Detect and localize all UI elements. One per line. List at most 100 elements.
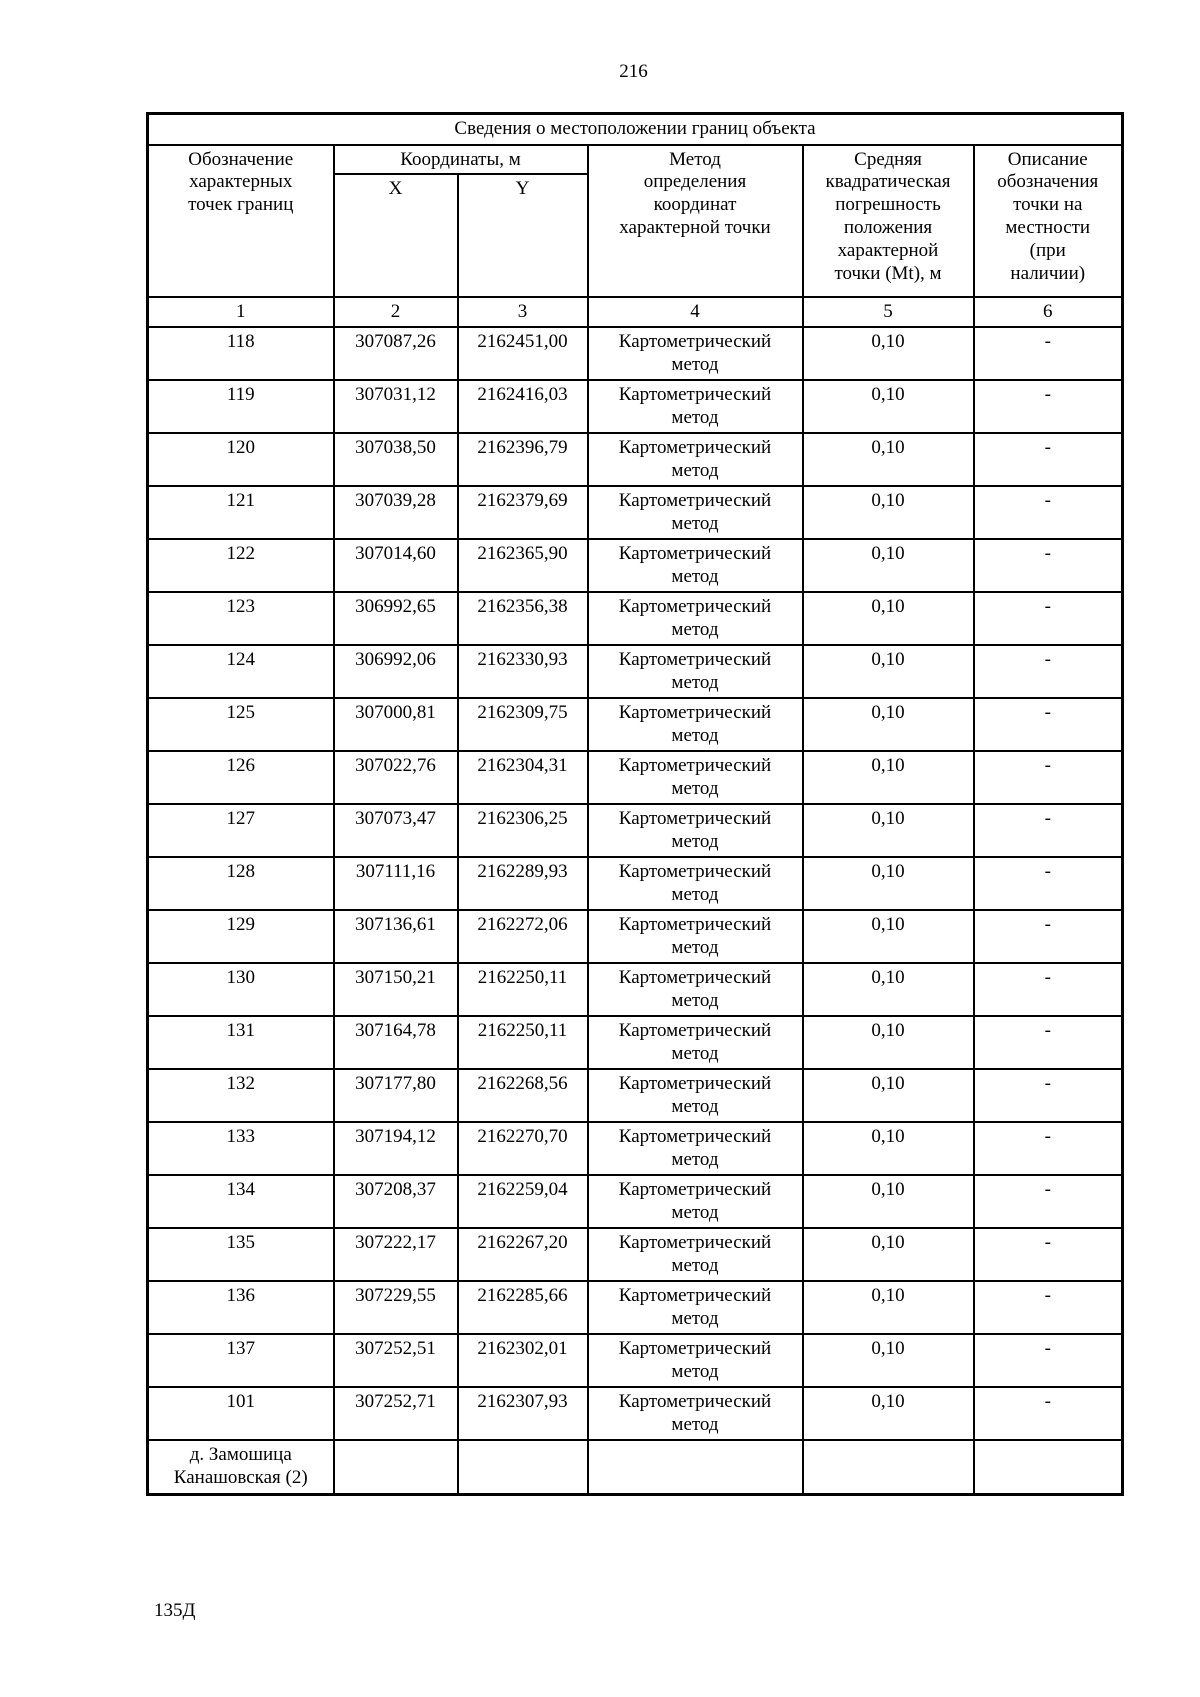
coordinate-y-cell: 2162416,03 (456, 379, 589, 435)
description-cell: - (972, 962, 1124, 1018)
table-row: 129 307136,61 2162272,06 Картометрически… (146, 909, 1124, 965)
point-number-cell: 125 (146, 697, 335, 753)
coordinate-y-cell: 2162309,75 (456, 697, 589, 753)
point-number-cell: 121 (146, 485, 335, 541)
method-cell: Картометрический метод (586, 1386, 804, 1442)
table-row: 120 307038,50 2162396,79 Картометрически… (146, 432, 1124, 488)
point-number-cell: 131 (146, 1015, 335, 1071)
point-number-cell: 124 (146, 644, 335, 700)
error-cell: 0,10 (801, 1227, 975, 1283)
coordinate-y-cell: 2162379,69 (456, 485, 589, 541)
table-row: 135 307222,17 2162267,20 Картометрически… (146, 1227, 1124, 1283)
table-row: 136 307229,55 2162285,66 Картометрически… (146, 1280, 1124, 1336)
method-cell: Картометрический метод (586, 485, 804, 541)
point-number-cell: 133 (146, 1121, 335, 1177)
table-row: 122 307014,60 2162365,90 Картометрически… (146, 538, 1124, 594)
coordinate-x-cell: 307150,21 (332, 962, 459, 1018)
description-cell: - (972, 644, 1124, 700)
empty-cell (972, 1439, 1124, 1496)
description-cell: - (972, 1174, 1124, 1230)
error-cell: 0,10 (801, 1121, 975, 1177)
point-number-cell: 101 (146, 1386, 335, 1442)
error-cell: 0,10 (801, 856, 975, 912)
error-cell: 0,10 (801, 591, 975, 647)
table-row: 101 307252,71 2162307,93 Картометрически… (146, 1386, 1124, 1442)
coordinate-y-cell: 2162302,01 (456, 1333, 589, 1389)
header-y: Y (456, 173, 589, 299)
table-row: 119 307031,12 2162416,03 Картометрически… (146, 379, 1124, 435)
header-x: X (332, 173, 459, 299)
description-cell: - (972, 1280, 1124, 1336)
coordinate-y-cell: 2162272,06 (456, 909, 589, 965)
coordinate-x-cell: 307252,51 (332, 1333, 459, 1389)
coordinate-y-cell: 2162365,90 (456, 538, 589, 594)
description-cell: - (972, 432, 1124, 488)
point-number-cell: 129 (146, 909, 335, 965)
table-row: 130 307150,21 2162250,11 Картометрически… (146, 962, 1124, 1018)
error-cell: 0,10 (801, 432, 975, 488)
description-cell: - (972, 697, 1124, 753)
description-cell: - (972, 909, 1124, 965)
description-cell: - (972, 750, 1124, 806)
description-cell: - (972, 538, 1124, 594)
coordinate-x-cell: 307194,12 (332, 1121, 459, 1177)
description-cell: - (972, 326, 1124, 382)
coordinate-x-cell: 307073,47 (332, 803, 459, 859)
point-number-cell: 132 (146, 1068, 335, 1124)
coordinate-y-cell: 2162356,38 (456, 591, 589, 647)
error-cell: 0,10 (801, 538, 975, 594)
point-number-cell: 137 (146, 1333, 335, 1389)
method-cell: Картометрический метод (586, 909, 804, 965)
table-row: 128 307111,16 2162289,93 Картометрически… (146, 856, 1124, 912)
method-cell: Картометрический метод (586, 1227, 804, 1283)
column-numbers-row: 1 2 3 4 5 6 (146, 296, 1124, 329)
title-row: Сведения о местоположении границ объекта (146, 112, 1124, 146)
document-code: 135Д (154, 1600, 196, 1621)
table-row: 124 306992,06 2162330,93 Картометрически… (146, 644, 1124, 700)
empty-cell (586, 1439, 804, 1496)
column-number-6: 6 (972, 296, 1124, 329)
coordinate-y-cell: 2162330,93 (456, 644, 589, 700)
coordinate-y-cell: 2162250,11 (456, 1015, 589, 1071)
table-row: 126 307022,76 2162304,31 Картометрически… (146, 750, 1124, 806)
method-cell: Картометрический метод (586, 856, 804, 912)
coordinate-x-cell: 306992,65 (332, 591, 459, 647)
table-header: Сведения о местоположении границ объекта… (146, 112, 1124, 329)
coordinate-x-cell: 307177,80 (332, 1068, 459, 1124)
method-cell: Картометрический метод (586, 538, 804, 594)
error-cell: 0,10 (801, 1015, 975, 1071)
point-number-cell: 128 (146, 856, 335, 912)
method-cell: Картометрический метод (586, 1015, 804, 1071)
error-cell: 0,10 (801, 1333, 975, 1389)
method-cell: Картометрический метод (586, 697, 804, 753)
method-cell: Картометрический метод (586, 750, 804, 806)
point-number-cell: 127 (146, 803, 335, 859)
method-cell: Картометрический метод (586, 1174, 804, 1230)
coordinate-y-cell: 2162396,79 (456, 432, 589, 488)
method-cell: Картометрический метод (586, 962, 804, 1018)
error-cell: 0,10 (801, 1386, 975, 1442)
error-cell: 0,10 (801, 1174, 975, 1230)
table-footer: д. Замошица Канашовская (2) (146, 1439, 1124, 1496)
coordinate-x-cell: 307000,81 (332, 697, 459, 753)
boundary-points-table: Сведения о местоположении границ объекта… (146, 112, 1124, 1496)
table-row: 132 307177,80 2162268,56 Картометрически… (146, 1068, 1124, 1124)
point-number-cell: 126 (146, 750, 335, 806)
header-row-top: Обозначение характерных точек границ Коо… (146, 143, 1124, 299)
location-row: д. Замошица Канашовская (2) (146, 1439, 1124, 1496)
point-number-cell: 136 (146, 1280, 335, 1336)
coordinate-x-cell: 307031,12 (332, 379, 459, 435)
empty-cell (801, 1439, 975, 1496)
header-row-xy: X Y (148, 173, 1123, 299)
error-cell: 0,10 (801, 909, 975, 965)
description-cell: - (972, 1121, 1124, 1177)
coordinate-x-cell: 307136,61 (332, 909, 459, 965)
table-row: 134 307208,37 2162259,04 Картометрически… (146, 1174, 1124, 1230)
description-cell: - (972, 1227, 1124, 1283)
coordinate-x-cell: 307229,55 (332, 1280, 459, 1336)
description-cell: - (972, 485, 1124, 541)
error-cell: 0,10 (801, 1280, 975, 1336)
description-cell: - (972, 1068, 1124, 1124)
point-number-cell: 135 (146, 1227, 335, 1283)
